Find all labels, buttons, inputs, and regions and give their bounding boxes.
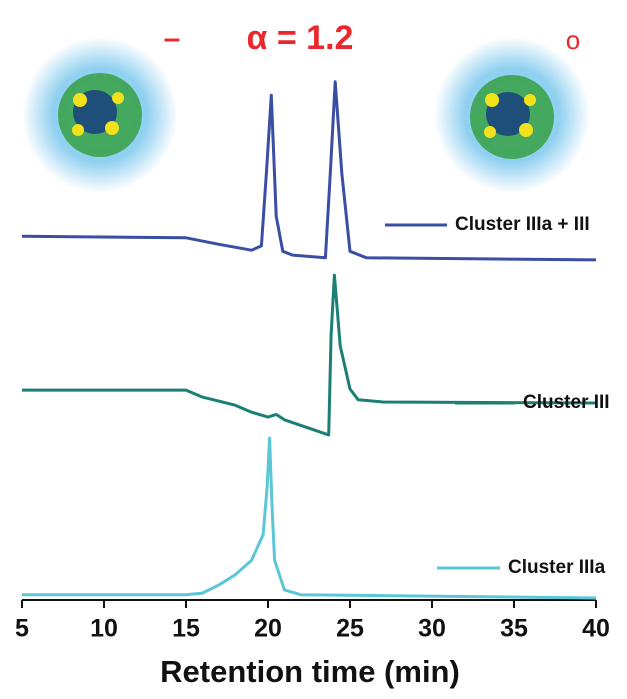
trace [22,273,597,437]
legend-label: Cluster III [523,392,610,413]
trace [21,80,597,262]
legend-label: Cluster IIIa [508,557,606,578]
cluster-image-right [434,37,590,193]
annotation: o [566,25,580,55]
x-tick-label: 35 [500,615,528,643]
x-tick-label: 20 [254,615,282,643]
annotation: – [164,22,181,55]
x-tick-label: 5 [15,615,29,643]
x-tick-label: 30 [418,615,446,643]
trace [22,436,597,600]
x-axis-label: Retention time (min) [160,654,460,689]
x-tick-label: 15 [172,615,200,643]
cluster-image-left [22,37,178,193]
legend-label: Cluster IIIa + III [455,214,590,235]
x-tick-label: 25 [336,615,364,643]
x-tick-label: 40 [582,615,610,643]
x-tick-label: 10 [90,615,118,643]
annotation: α = 1.2 [247,19,354,57]
